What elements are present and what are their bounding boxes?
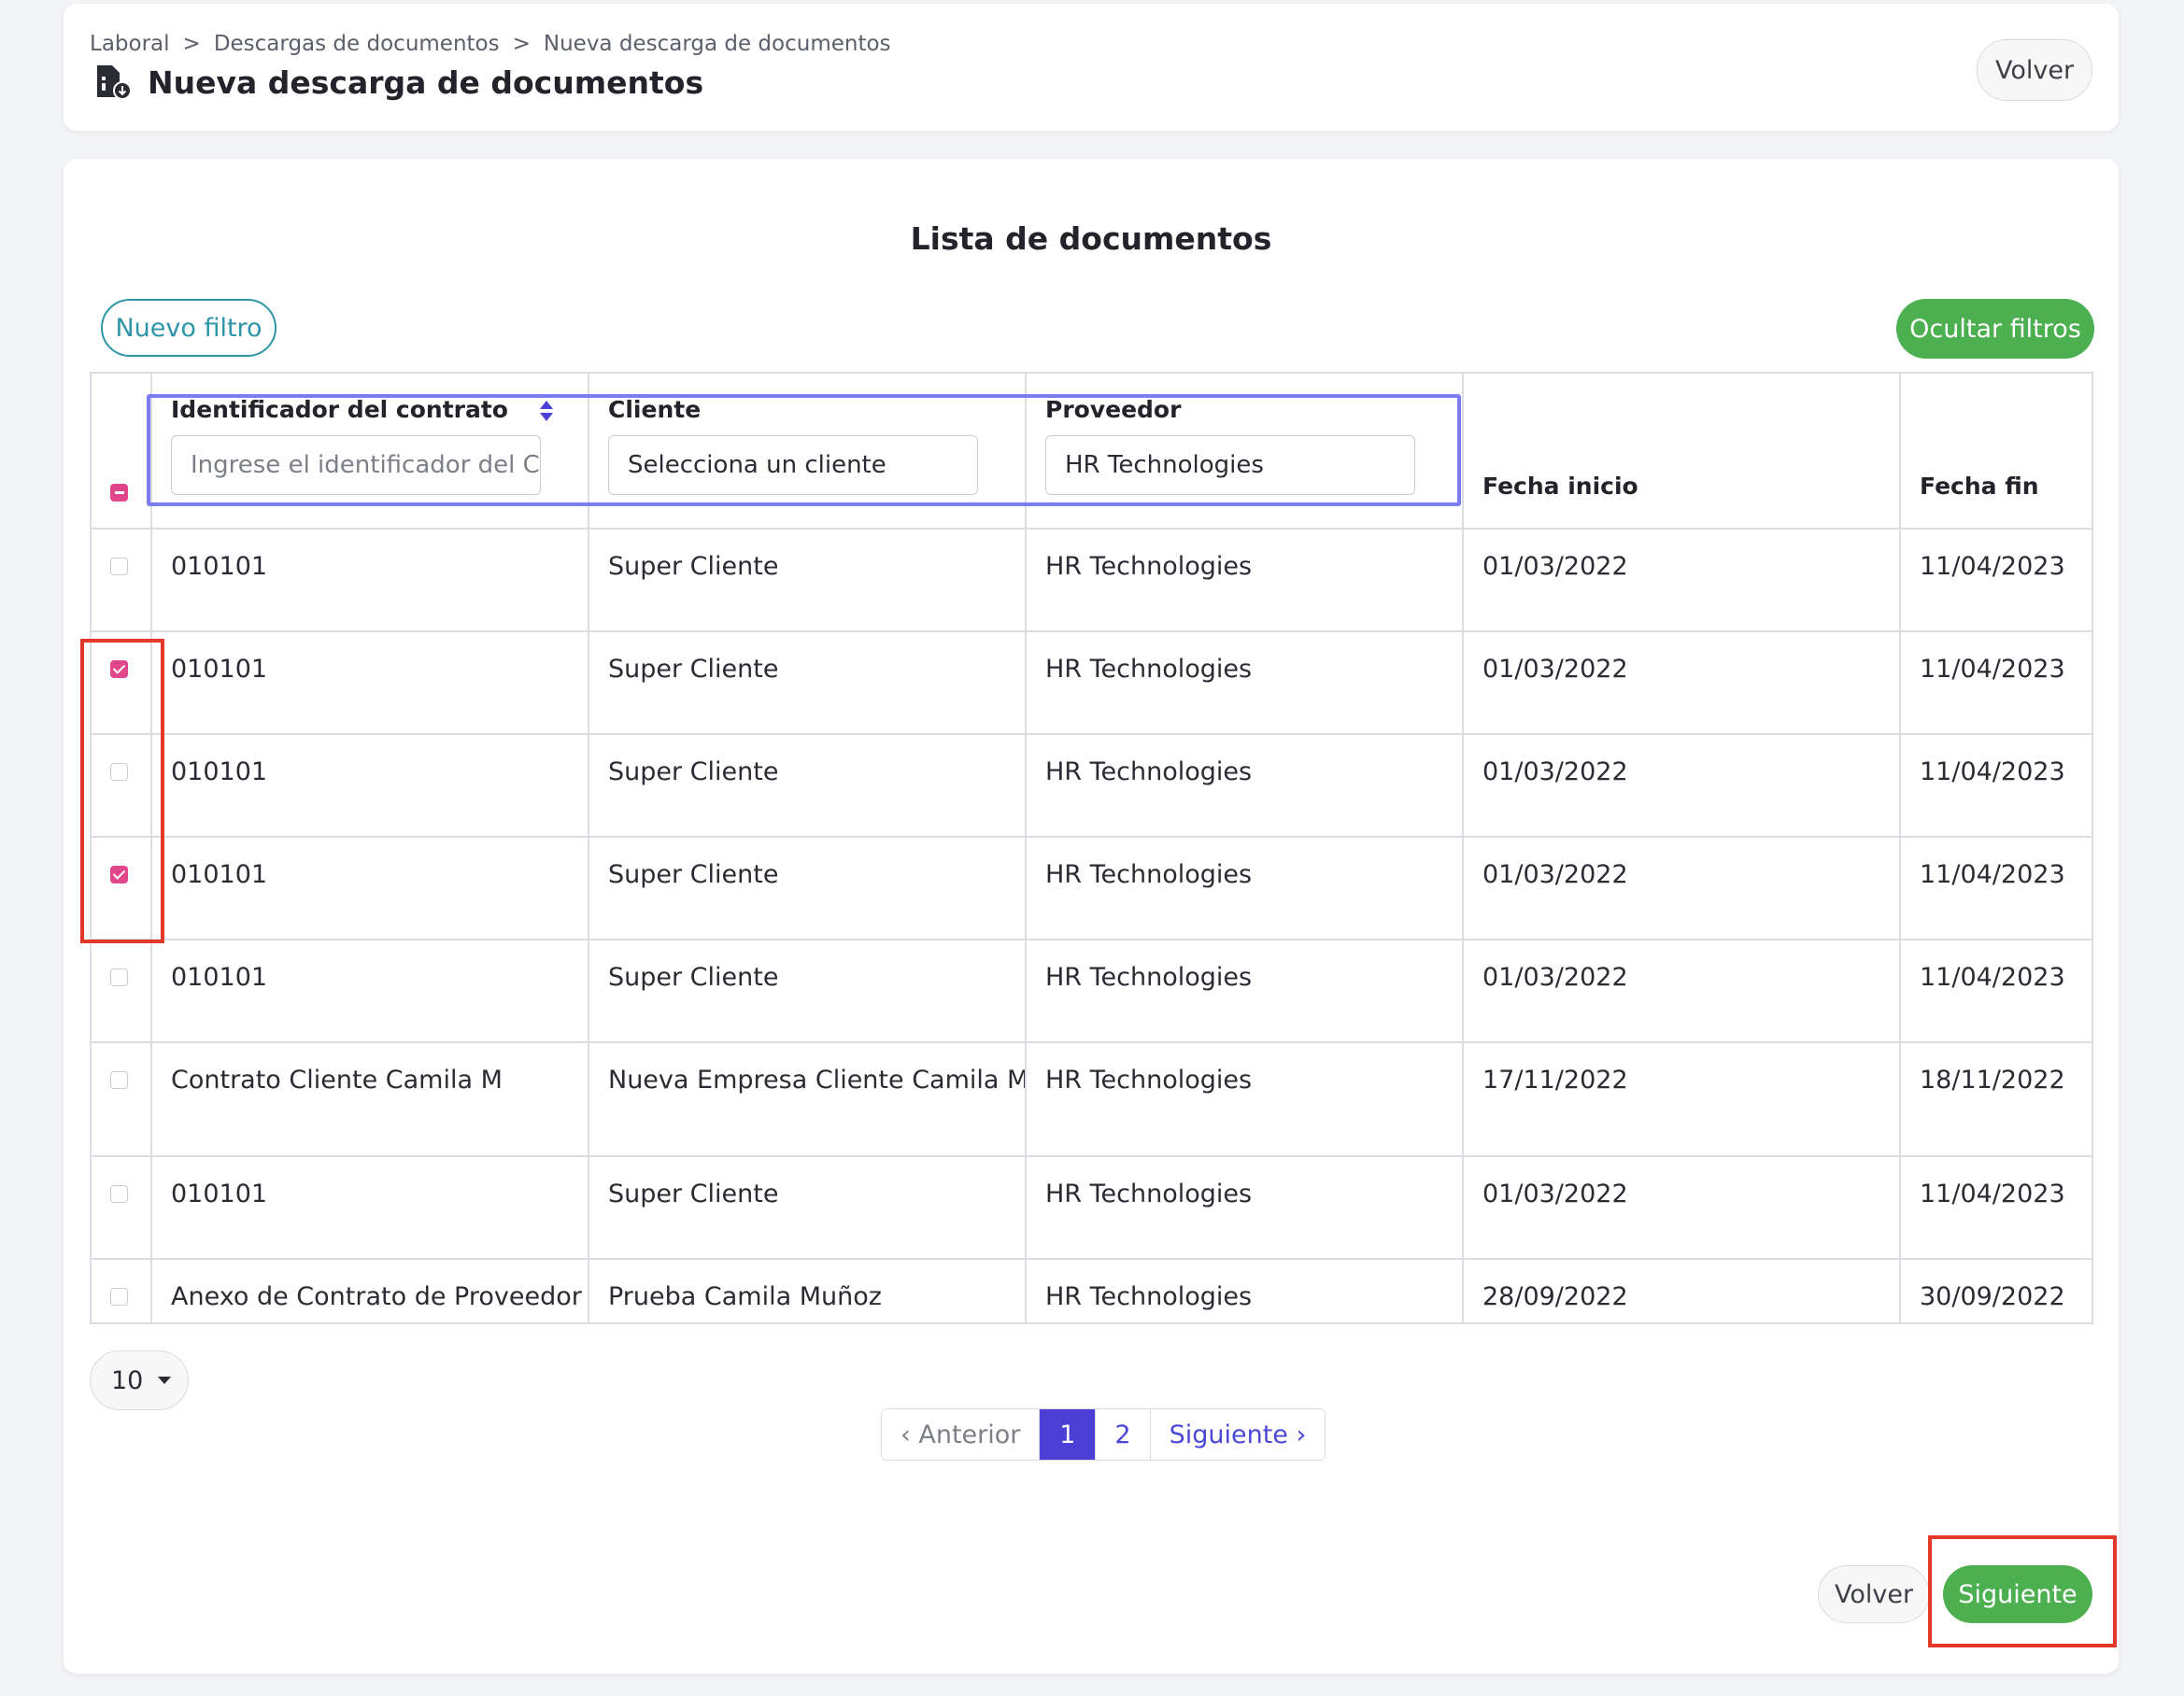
pagination-page-1[interactable]: 1: [1040, 1409, 1097, 1460]
row-checkbox[interactable]: [110, 1071, 128, 1089]
start-date-column-label: Fecha inicio: [1482, 473, 1638, 500]
client-cell: Super Cliente: [589, 631, 1027, 735]
end-date-cell: 11/04/2023: [1900, 631, 2092, 735]
start-date-cell: 28/09/2022: [1463, 1259, 1901, 1322]
start-date-cell: 01/03/2022: [1463, 529, 1901, 632]
footer-back-button[interactable]: Volver: [1818, 1565, 1930, 1623]
row-checkbox[interactable]: [110, 763, 128, 781]
start-date-cell: 01/03/2022: [1463, 734, 1901, 838]
table-row: Anexo de Contrato de Proveedor Prueba Ca…: [92, 1259, 2092, 1322]
end-date-cell: 11/04/2023: [1900, 1156, 2092, 1260]
end-date-cell: 11/04/2023: [1900, 940, 2092, 1043]
contract-cell: Contrato Cliente Camila M: [151, 1042, 589, 1157]
provider-column-label: Proveedor: [1045, 396, 1182, 423]
page-title-row: Nueva descarga de documentos: [93, 64, 703, 101]
contract-cell: 010101: [151, 837, 589, 940]
breadcrumb: Laboral > Descargas de documentos > Nuev…: [90, 32, 891, 56]
page-size-dropdown[interactable]: 10: [90, 1350, 189, 1410]
header-back-button[interactable]: Volver: [1977, 39, 2092, 101]
table-row: 010101 Super Cliente HR Technologies 01/…: [92, 1156, 2092, 1260]
client-filter-select[interactable]: Selecciona un cliente: [608, 435, 978, 495]
end-date-column-header: Fecha fin: [1900, 374, 2092, 530]
page-title: Nueva descarga de documentos: [148, 64, 704, 101]
pagination: ‹ Anterior 1 2 Siguiente ›: [881, 1408, 1326, 1461]
row-checkbox[interactable]: [110, 1288, 128, 1306]
sort-icon[interactable]: [539, 400, 554, 422]
client-column-header: Cliente Selecciona un cliente: [589, 374, 1027, 530]
start-date-cell: 01/03/2022: [1463, 940, 1901, 1043]
end-date-column-label: Fecha fin: [1920, 473, 2039, 500]
next-button[interactable]: Siguiente: [1943, 1565, 2092, 1623]
contract-cell: 010101: [151, 529, 589, 632]
client-cell: Super Cliente: [589, 837, 1027, 940]
row-checkbox[interactable]: [110, 1185, 128, 1203]
client-column-label: Cliente: [608, 396, 702, 423]
page-header: Laboral > Descargas de documentos > Nuev…: [64, 4, 2119, 131]
table-row: Contrato Cliente Camila M Nueva Empresa …: [92, 1042, 2092, 1157]
caret-down-icon: [158, 1377, 172, 1384]
start-date-cell: 01/03/2022: [1463, 837, 1901, 940]
provider-cell: HR Technologies: [1026, 837, 1464, 940]
provider-cell: HR Technologies: [1026, 1156, 1464, 1260]
provider-cell: HR Technologies: [1026, 529, 1464, 632]
contract-cell: 010101: [151, 631, 589, 735]
provider-cell: HR Technologies: [1026, 1259, 1464, 1322]
table-row: 010101 Super Cliente HR Technologies 01/…: [92, 631, 2092, 735]
breadcrumb-separator: >: [512, 32, 531, 56]
provider-filter-select[interactable]: HR Technologies: [1045, 435, 1415, 495]
table-row: 010101 Super Cliente HR Technologies 01/…: [92, 837, 2092, 940]
provider-cell: HR Technologies: [1026, 631, 1464, 735]
contract-id-column-header: Identificador del contrato Ingrese el id…: [151, 374, 589, 530]
start-date-cell: 17/11/2022: [1463, 1042, 1901, 1157]
breadcrumb-item-laboral[interactable]: Laboral: [90, 32, 170, 56]
provider-cell: HR Technologies: [1026, 1042, 1464, 1157]
contract-id-filter-input[interactable]: Ingrese el identificador del Contrato: [171, 435, 541, 495]
end-date-cell: 18/11/2022: [1900, 1042, 2092, 1157]
client-cell: Super Cliente: [589, 940, 1027, 1043]
contract-cell: 010101: [151, 940, 589, 1043]
client-cell: Super Cliente: [589, 1156, 1027, 1260]
provider-cell: HR Technologies: [1026, 734, 1464, 838]
select-all-checkbox[interactable]: [110, 484, 128, 502]
document-list-card: Lista de documentos Nuevo filtro Ocultar…: [64, 159, 2119, 1674]
row-checkbox[interactable]: [110, 660, 128, 678]
table-row: 010101 Super Cliente HR Technologies 01/…: [92, 734, 2092, 838]
pagination-next[interactable]: Siguiente ›: [1150, 1409, 1326, 1460]
contract-cell: 010101: [151, 734, 589, 838]
contract-cell: 010101: [151, 1156, 589, 1260]
provider-cell: HR Technologies: [1026, 940, 1464, 1043]
breadcrumb-item-descargas[interactable]: Descargas de documentos: [213, 32, 500, 56]
page-size-value: 10: [111, 1365, 144, 1395]
list-title: Lista de documentos: [910, 220, 1272, 257]
table-row: 010101 Super Cliente HR Technologies 01/…: [92, 940, 2092, 1043]
start-date-cell: 01/03/2022: [1463, 1156, 1901, 1260]
client-cell: Super Cliente: [589, 734, 1027, 838]
end-date-cell: 11/04/2023: [1900, 529, 2092, 632]
pagination-prev[interactable]: ‹ Anterior: [882, 1409, 1041, 1460]
end-date-cell: 30/09/2022: [1920, 1282, 2065, 1311]
contract-id-column-label: Identificador del contrato: [171, 396, 508, 423]
hide-filters-button[interactable]: Ocultar filtros: [1896, 299, 2094, 359]
row-checkbox[interactable]: [110, 968, 128, 986]
end-date-cell: 11/04/2023: [1900, 837, 2092, 940]
end-date-cell: 11/04/2023: [1900, 734, 2092, 838]
breadcrumb-item-current: Nueva descarga de documentos: [543, 32, 891, 56]
new-filter-button[interactable]: Nuevo filtro: [101, 299, 277, 357]
documents-table: Identificador del contrato Ingrese el id…: [90, 372, 2093, 1324]
client-cell: Prueba Camila Muñoz: [589, 1259, 1027, 1322]
breadcrumb-separator: >: [182, 32, 201, 56]
client-cell: Super Cliente: [589, 529, 1027, 632]
pagination-page-2[interactable]: 2: [1096, 1409, 1151, 1460]
start-date-cell: 01/03/2022: [1463, 631, 1901, 735]
contract-cell: Anexo de Contrato de Proveedor: [151, 1259, 589, 1322]
row-checkbox[interactable]: [110, 558, 128, 575]
provider-column-header: Proveedor HR Technologies: [1026, 374, 1464, 530]
start-date-column-header: Fecha inicio: [1463, 374, 1901, 530]
row-checkbox[interactable]: [110, 866, 128, 883]
document-download-icon: [97, 65, 132, 100]
select-all-header: [92, 374, 152, 530]
client-cell: Nueva Empresa Cliente Camila M: [589, 1042, 1027, 1157]
table-row: 010101 Super Cliente HR Technologies 01/…: [92, 529, 2092, 632]
